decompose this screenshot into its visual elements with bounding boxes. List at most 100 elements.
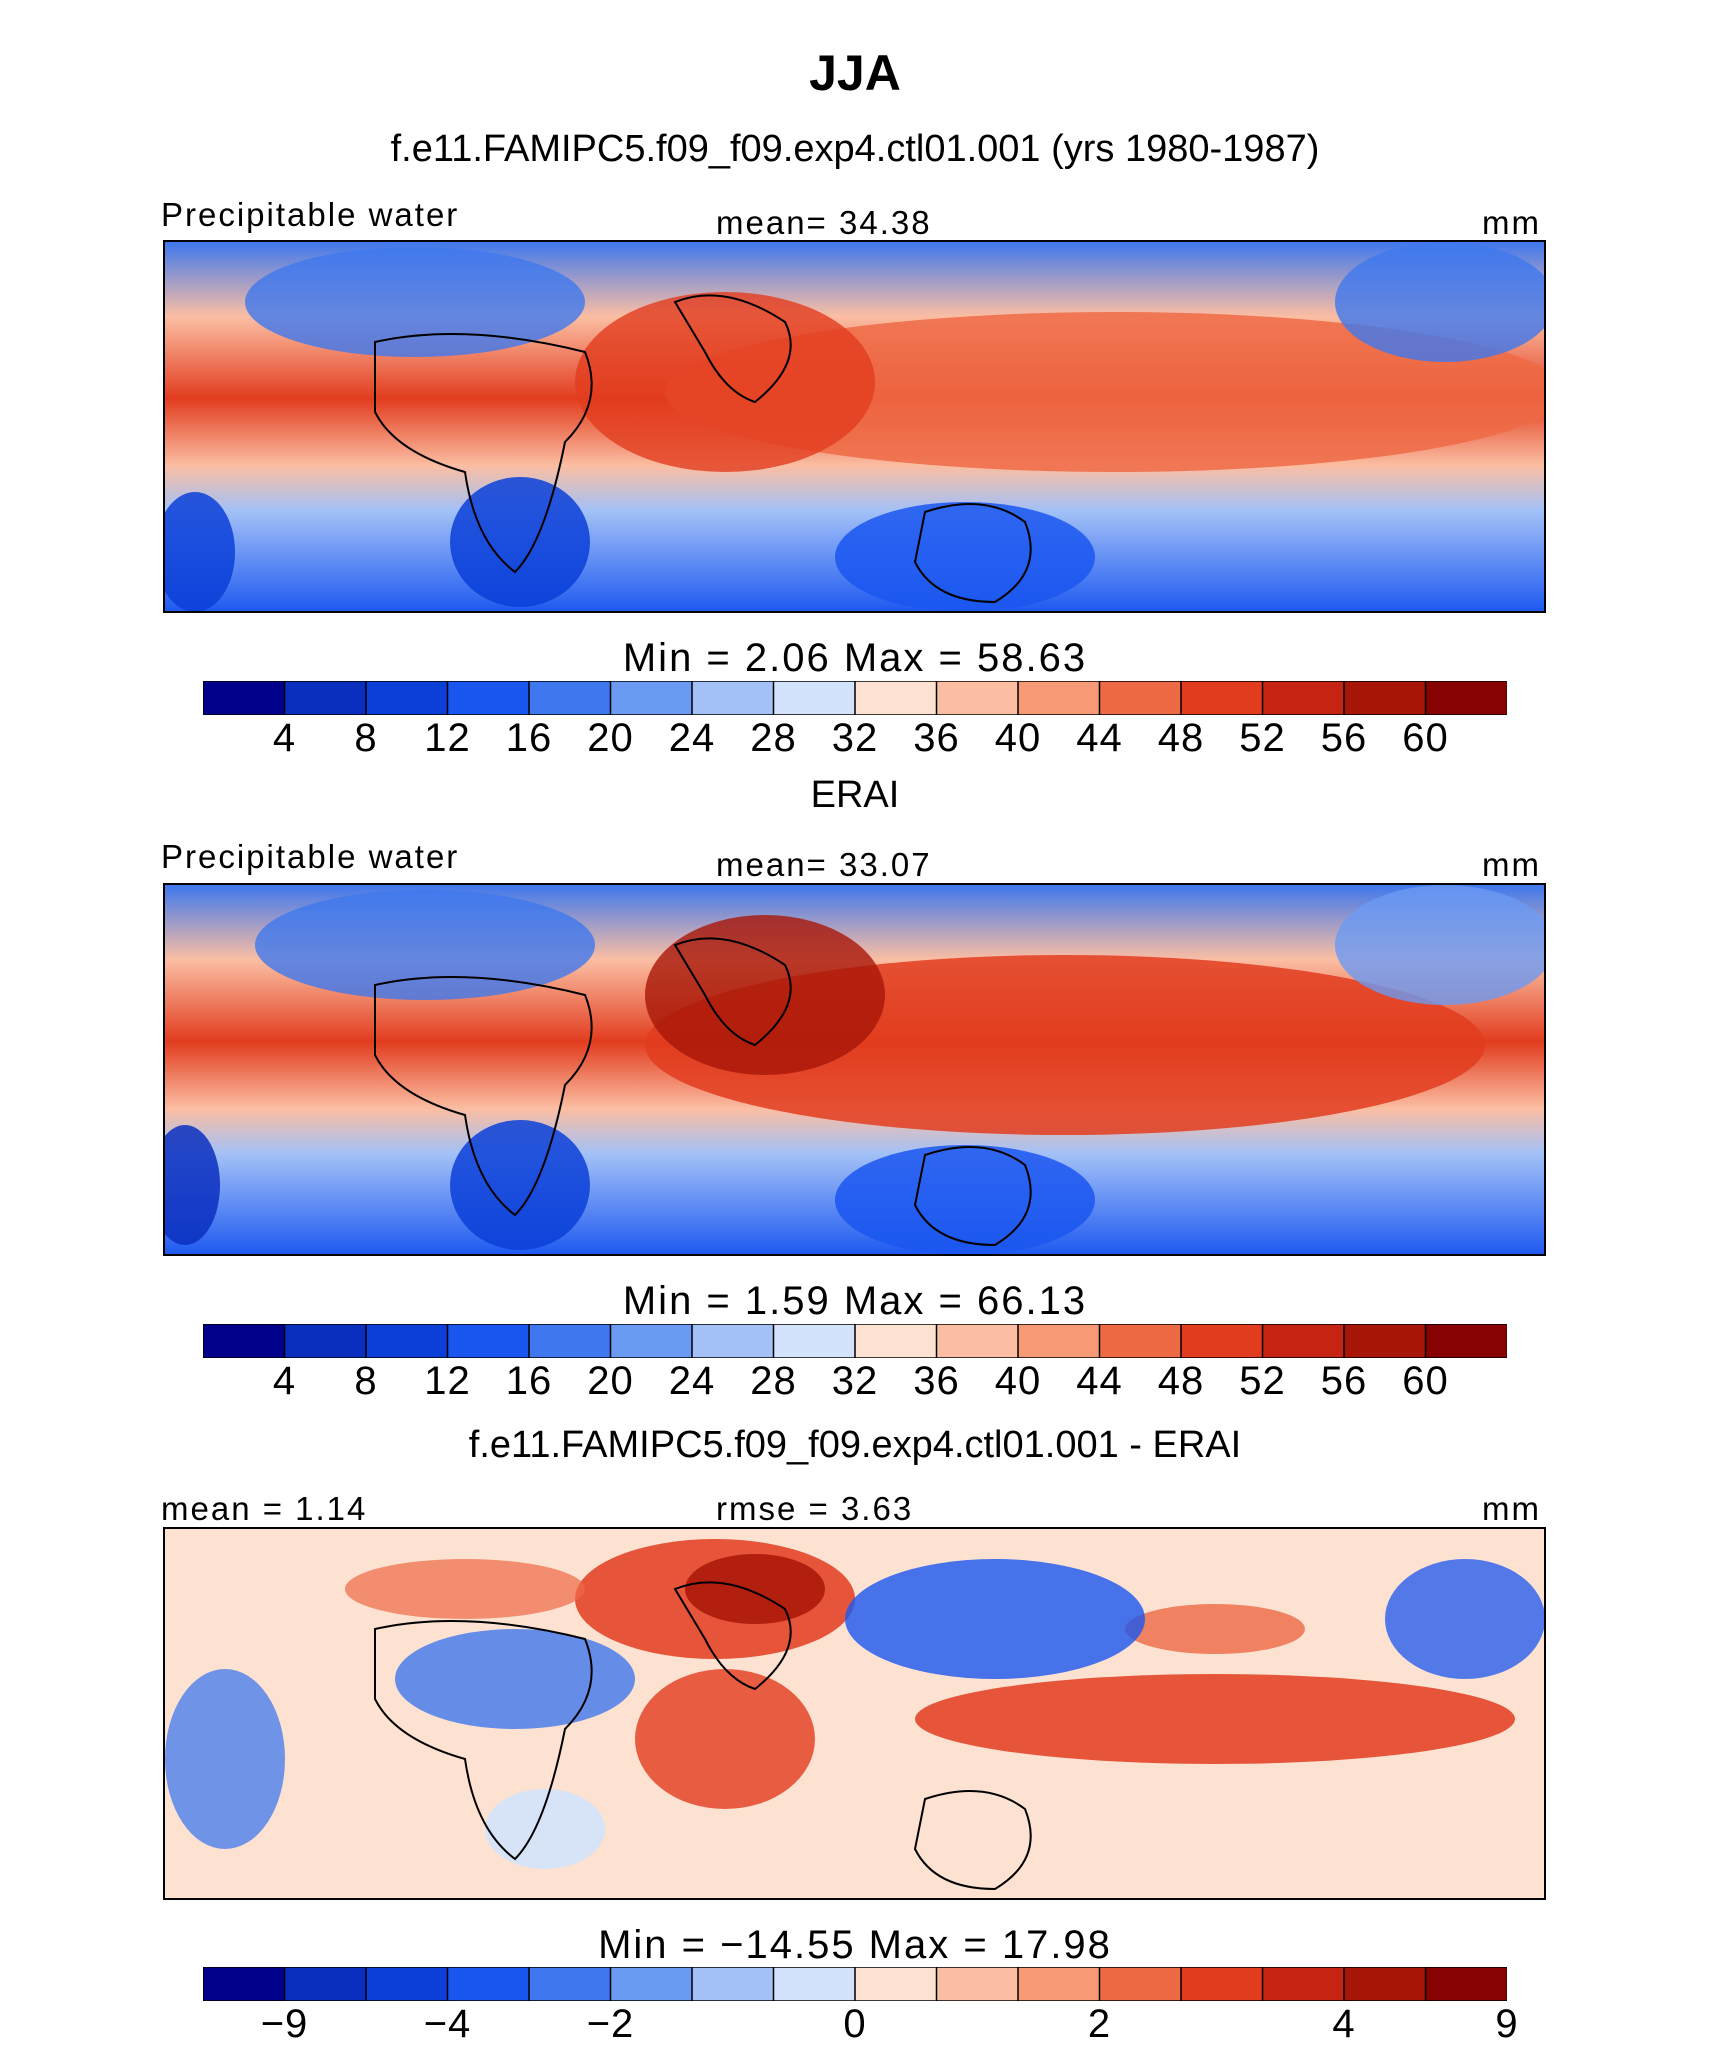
colorbar-tick-label: 48 <box>1157 1359 1205 1403</box>
colorbar-erai <box>203 1324 1507 1358</box>
panel-left-label: Precipitable water <box>161 838 460 875</box>
colorbar-tick-label: 32 <box>831 716 879 760</box>
colorbar-tick-label: 56 <box>1320 716 1368 760</box>
panel-mean-label: mean = 1.14 <box>161 1490 368 1527</box>
panel-rmse-label: rmse = 3.63 <box>716 1490 914 1527</box>
colorbar-swatch <box>1424 1324 1507 1358</box>
colorbar-swatch <box>283 681 368 715</box>
colorbar-tick-label: 32 <box>831 1359 879 1403</box>
colorbar-swatch <box>1261 1967 1346 2001</box>
colorbar-tick-label: −9 <box>260 2002 309 2046</box>
colorbar-tick-label: 2 <box>1087 2002 1112 2046</box>
colorbar-tick-label: 24 <box>668 1359 716 1403</box>
colorbar-ticks-model: 4 8 12 16 20 24 28 32 36 40 44 48 52 56 60 <box>203 716 1507 762</box>
colorbar-swatch <box>854 1324 938 1358</box>
colorbar-swatch <box>772 1324 857 1358</box>
colorbar-swatch <box>1343 681 1427 715</box>
colorbar-swatch <box>772 1967 857 2001</box>
colorbar-swatch <box>446 681 531 715</box>
panel-mean-label: mean= 33.07 <box>716 846 932 883</box>
map-erai-field <box>165 885 1544 1254</box>
colorbar-swatch <box>854 681 938 715</box>
colorbar-tick-label: 4 <box>272 716 297 760</box>
panel-units-label: mm <box>1482 204 1541 241</box>
panel-mean-label: mean= 34.38 <box>716 204 932 241</box>
map-difference <box>163 1527 1546 1900</box>
colorbar-swatch <box>365 1967 449 2001</box>
colorbar-tick-label: 4 <box>1332 2002 1356 2046</box>
colorbar-swatch <box>446 1324 531 1358</box>
panel-units-label: mm <box>1482 1490 1541 1527</box>
colorbar-swatch <box>1098 1967 1183 2001</box>
colorbar-swatch <box>1424 1967 1507 2001</box>
colorbar-difference <box>203 1967 1507 2001</box>
colorbar-swatch <box>1017 1967 1101 2001</box>
colorbar-tick-label: −2 <box>586 2002 635 2046</box>
figure-title: JJA <box>809 45 901 101</box>
colorbar-swatch <box>1017 681 1101 715</box>
colorbar-tick-label: 36 <box>913 716 960 760</box>
colorbar-swatch <box>691 1324 775 1358</box>
colorbar-swatch <box>203 681 286 715</box>
panel-left-label: Precipitable water <box>161 196 460 233</box>
colorbar-swatch <box>609 1324 694 1358</box>
colorbar-swatch <box>203 1324 286 1358</box>
panel-minmax: Min = 2.06 Max = 58.63 <box>622 636 1088 680</box>
colorbar-swatch <box>772 681 857 715</box>
colorbar-swatch <box>1180 1324 1264 1358</box>
colorbar-swatch <box>935 681 1020 715</box>
colorbar-swatch <box>935 1324 1020 1358</box>
colorbar-tick-label: −4 <box>423 2002 472 2046</box>
colorbar-tick-label: 28 <box>750 1359 797 1403</box>
colorbar-tick-label: 28 <box>750 716 797 760</box>
model-subtitle: f.e11.FAMIPC5.f09_f09.exp4.ctl01.001 (yr… <box>390 128 1320 170</box>
colorbar-swatch <box>446 1967 531 2001</box>
colorbar-tick-label: 0 <box>843 2002 867 2046</box>
colorbar-swatch <box>283 1967 368 2001</box>
colorbar-swatch <box>283 1324 368 1358</box>
colorbar-tick-label: 8 <box>354 716 378 760</box>
colorbar-model <box>203 681 1507 715</box>
colorbar-swatch <box>528 681 612 715</box>
colorbar-swatch <box>609 1967 694 2001</box>
map-difference-field <box>165 1529 1544 1898</box>
colorbar-tick-label: 44 <box>1076 716 1123 760</box>
colorbar-tick-label: 60 <box>1402 1359 1449 1403</box>
colorbar-tick-label: 52 <box>1239 1359 1286 1403</box>
colorbar-swatch <box>1098 681 1183 715</box>
colorbar-tick-label: 16 <box>505 1359 553 1403</box>
colorbar-tick-label: 40 <box>994 716 1042 760</box>
colorbar-tick-label: 20 <box>587 716 634 760</box>
panel-section-title: ERAI <box>810 774 900 816</box>
panel-units-label: mm <box>1482 846 1541 883</box>
panel-minmax: Min = 1.59 Max = 66.13 <box>622 1279 1088 1323</box>
colorbar-tick-label: 8 <box>354 1359 378 1403</box>
colorbar-tick-label: 36 <box>913 1359 960 1403</box>
colorbar-tick-label: 9 <box>1495 2002 1519 2046</box>
colorbar-tick-label: 4 <box>272 1359 297 1403</box>
colorbar-swatch <box>1424 681 1507 715</box>
colorbar-swatch <box>1261 681 1346 715</box>
colorbar-tick-label: 60 <box>1402 716 1449 760</box>
colorbar-swatch <box>854 1967 938 2001</box>
colorbar-swatch <box>1098 1324 1183 1358</box>
colorbar-tick-label: 24 <box>668 716 716 760</box>
colorbar-swatch <box>1180 681 1264 715</box>
colorbar-tick-label: 20 <box>587 1359 634 1403</box>
colorbar-swatch <box>528 1967 612 2001</box>
colorbar-swatch <box>691 1967 775 2001</box>
colorbar-swatch <box>1261 1324 1346 1358</box>
colorbar-tick-label: 12 <box>424 1359 471 1403</box>
map-model <box>163 240 1546 613</box>
colorbar-swatch <box>1180 1967 1264 2001</box>
colorbar-tick-label: 12 <box>424 716 471 760</box>
colorbar-swatch <box>528 1324 612 1358</box>
map-erai <box>163 883 1546 1256</box>
colorbar-swatch <box>935 1967 1020 2001</box>
colorbar-swatch <box>609 681 694 715</box>
colorbar-tick-label: 44 <box>1076 1359 1123 1403</box>
colorbar-swatch <box>203 1967 286 2001</box>
colorbar-swatch <box>1017 1324 1101 1358</box>
map-model-field <box>165 242 1544 611</box>
colorbar-tick-label: 56 <box>1320 1359 1368 1403</box>
